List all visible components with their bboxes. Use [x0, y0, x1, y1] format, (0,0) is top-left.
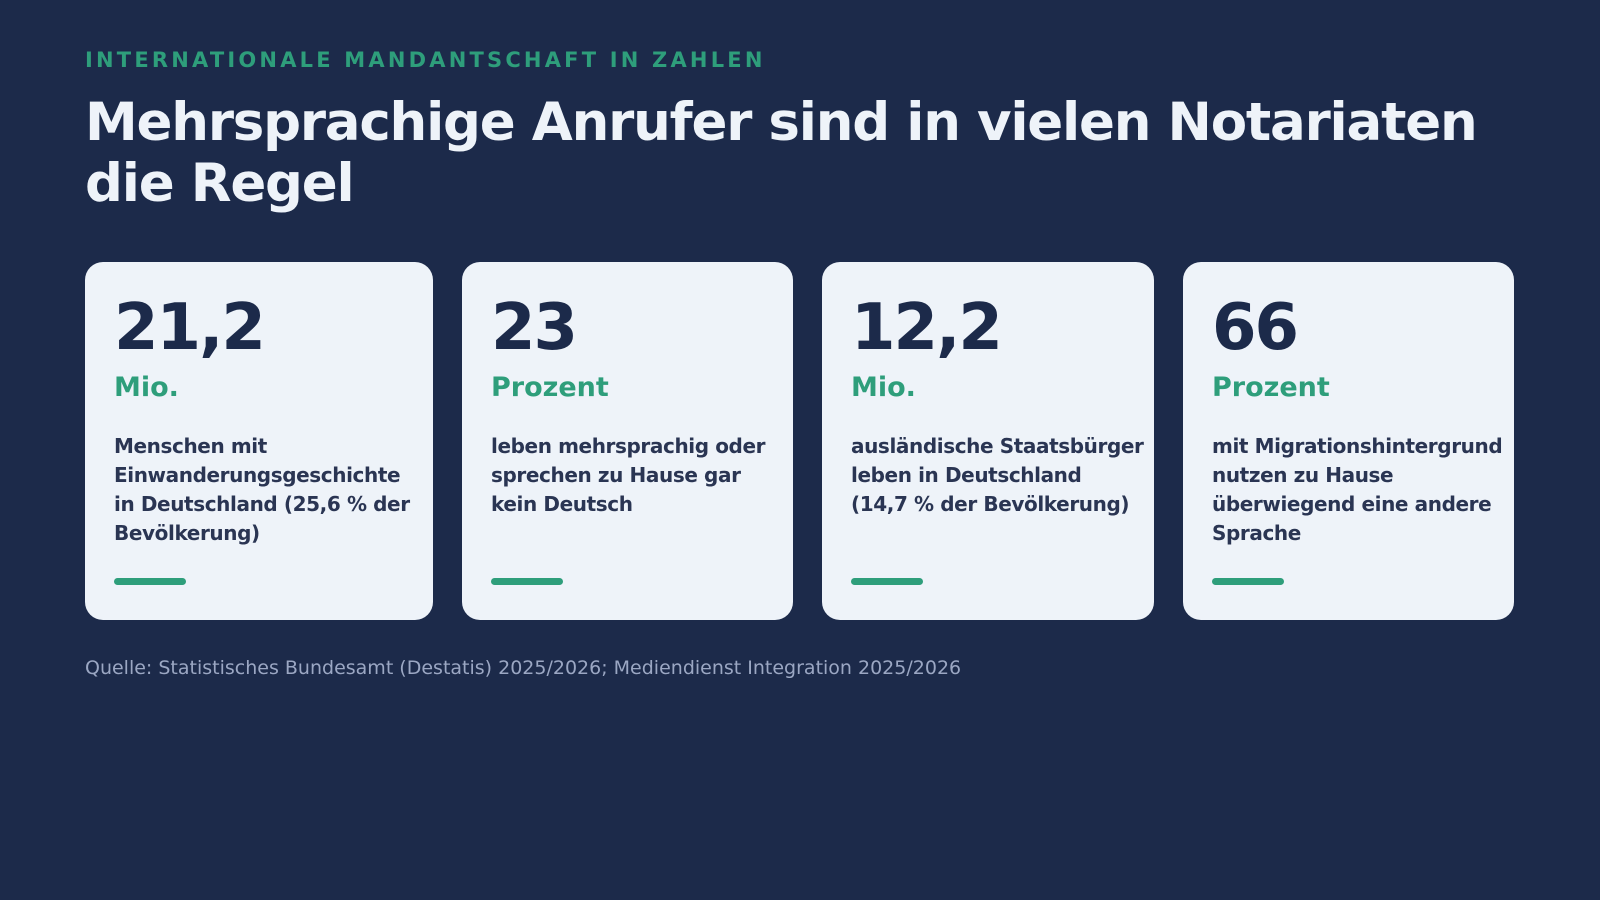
slide: INTERNATIONALE MANDANTSCHAFT IN ZAHLEN M…: [85, 0, 1515, 900]
stat-description: mit Migrationshintergrund nutzen zu Haus…: [1212, 434, 1503, 545]
eyebrow-label: INTERNATIONALE MANDANTSCHAFT IN ZAHLEN: [85, 48, 766, 72]
stat-description: leben mehrsprachig oder sprechen zu Haus…: [491, 434, 766, 516]
stat-description: ausländische Staatsbürger leben in Deuts…: [851, 434, 1144, 516]
stat-cards: 21,2 Mio. Menschen mit Einwanderungsgesc…: [85, 262, 1514, 620]
stat-value: 21,2: [114, 291, 266, 365]
source-note: Quelle: Statistisches Bundesamt (Destati…: [85, 657, 962, 679]
page-title: Mehrsprachige Anrufer sind in vielen Not…: [85, 92, 1478, 214]
stat-card: 12,2 Mio. ausländische Staatsbürger lebe…: [822, 262, 1154, 620]
stat-unit: Mio.: [851, 372, 916, 403]
accent-bar: [851, 578, 923, 585]
stat-unit: Prozent: [491, 372, 609, 403]
stat-value: 66: [1212, 291, 1299, 365]
stat-value: 12,2: [851, 291, 1003, 365]
accent-bar: [1212, 578, 1284, 585]
accent-bar: [491, 578, 563, 585]
stat-value: 23: [491, 291, 578, 365]
stat-card: 21,2 Mio. Menschen mit Einwanderungsgesc…: [85, 262, 433, 620]
stat-card: 66 Prozent mit Migrationshintergrund nut…: [1183, 262, 1514, 620]
accent-bar: [114, 578, 186, 585]
stat-unit: Prozent: [1212, 372, 1330, 403]
stat-unit: Mio.: [114, 372, 179, 403]
stat-description: Menschen mit Einwanderungsgeschichte in …: [114, 434, 410, 545]
stat-card: 23 Prozent leben mehrsprachig oder sprec…: [462, 262, 793, 620]
